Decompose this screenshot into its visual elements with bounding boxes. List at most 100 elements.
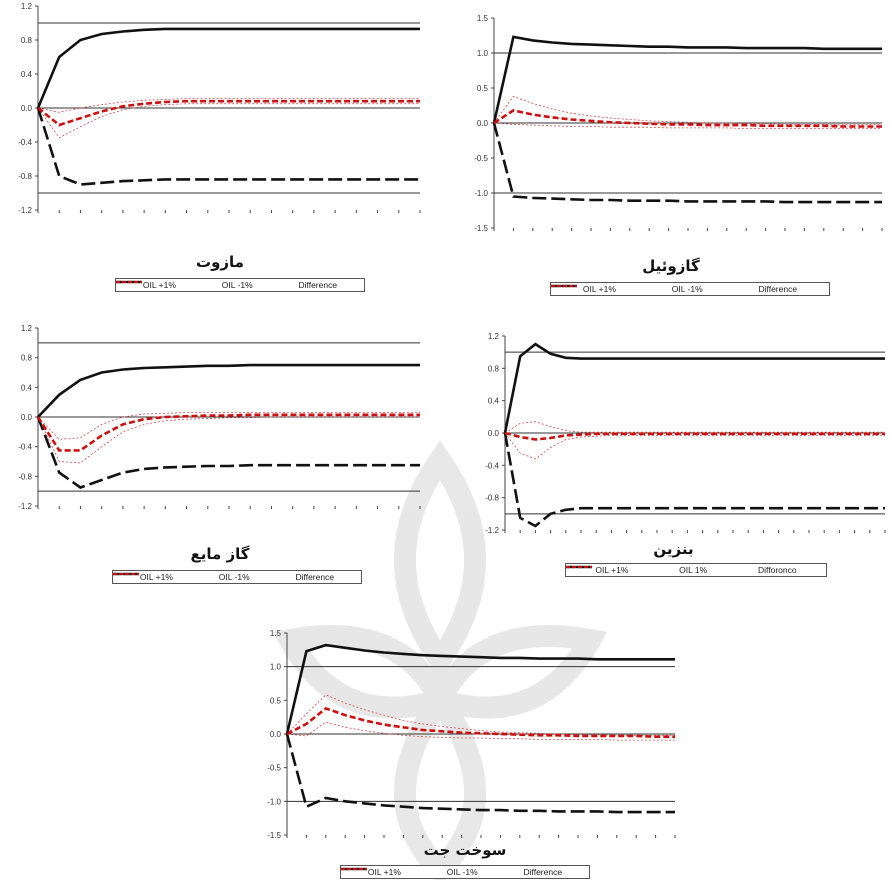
confidence-band-line bbox=[37, 412, 420, 440]
y-tick-label: -0.8 bbox=[485, 494, 499, 503]
y-tick-label: -1.0 bbox=[267, 797, 281, 806]
y-tick-label: -0.5 bbox=[267, 764, 281, 773]
legend-label: Difference bbox=[298, 280, 338, 290]
legend-label: OIL +1% bbox=[139, 572, 173, 582]
legend-item: OIL -1% bbox=[116, 280, 253, 290]
y-tick-label: -1.0 bbox=[474, 189, 488, 198]
confidence-band-line bbox=[286, 721, 675, 741]
legend-label: OIL -1% bbox=[671, 284, 703, 294]
y-tick-label: 1.2 bbox=[21, 2, 33, 11]
chart-svg: 1.2 0.8 0.4 0.0 -0.4 -0.8 -1.2 bbox=[485, 332, 886, 535]
y-tick-label: 0.5 bbox=[477, 84, 489, 93]
legend-item: OIL +1% bbox=[566, 565, 629, 575]
y-tick-label: 0.8 bbox=[21, 36, 33, 45]
legend-swatch bbox=[566, 565, 592, 569]
legend-label: OIL 1% bbox=[679, 565, 708, 575]
legend-item: Difference bbox=[341, 867, 562, 877]
chart-legend: OIL +1% OIL -1% Difference bbox=[115, 278, 365, 292]
chart-legend: OIL +1% OIL -1% Difference bbox=[112, 570, 362, 584]
y-tick-label: 1.2 bbox=[488, 332, 500, 341]
series-line-oil-1- bbox=[36, 107, 420, 186]
y-tick-label: 0.0 bbox=[477, 119, 489, 128]
y-tick-label: -1.5 bbox=[474, 224, 488, 233]
y-tick-label: 0.4 bbox=[488, 397, 500, 406]
series-line-oil-1- bbox=[285, 643, 675, 735]
y-tick-label: -1.2 bbox=[18, 502, 32, 511]
legend-swatch bbox=[551, 284, 577, 288]
y-tick-label: 0.4 bbox=[21, 70, 33, 79]
series-line-difference bbox=[36, 413, 420, 452]
chart-panel-mazut: 1.2 0.8 0.4 0.0 -0.4 -0.8 -1.2 مازوت OIL +1% OI… bbox=[0, 0, 440, 300]
chart-legend: OIL +1% OIL -1% Difference bbox=[550, 282, 830, 296]
legend-item: OIL +1% bbox=[113, 572, 173, 582]
y-tick-label: -0.8 bbox=[18, 172, 32, 181]
legend-label: Difference bbox=[295, 572, 335, 582]
legend-label: OIL -1% bbox=[221, 280, 253, 290]
series-line-oil-1- bbox=[285, 733, 675, 814]
legend-item: Difference bbox=[551, 284, 798, 294]
y-tick-label: 1.2 bbox=[21, 324, 33, 333]
y-tick-label: 0.4 bbox=[21, 383, 33, 392]
legend-label: Difference bbox=[758, 284, 798, 294]
y-tick-label: -0.4 bbox=[485, 461, 499, 470]
chart-title: گازوئیل bbox=[642, 257, 700, 275]
legend-label: OIL +1% bbox=[582, 284, 616, 294]
legend-swatch bbox=[116, 280, 142, 284]
y-tick-label: 1.0 bbox=[270, 663, 282, 672]
y-tick-label: -1.2 bbox=[18, 206, 32, 215]
y-tick-label: 0.0 bbox=[21, 104, 33, 113]
y-tick-label: -1.5 bbox=[267, 831, 281, 840]
legend-item: OIL +1% bbox=[116, 280, 176, 290]
y-tick-label: 0.8 bbox=[21, 354, 33, 363]
chart-panel-gasoil: 1.5 1.0 0.5 0.0 -0.5 -1.0 -1.5 گازوئیل OIL +1%… bbox=[450, 0, 892, 300]
y-tick-label: 0.0 bbox=[488, 429, 500, 438]
legend-swatch bbox=[341, 867, 367, 871]
confidence-band-line bbox=[37, 416, 420, 464]
y-tick-label: 0.0 bbox=[21, 413, 33, 422]
legend-label: OIL +1% bbox=[142, 280, 176, 290]
series-line-difference bbox=[286, 706, 675, 738]
legend-label: OIL +1% bbox=[595, 565, 629, 575]
series-line-oil-1- bbox=[503, 342, 885, 434]
series-line-oil-1- bbox=[492, 35, 882, 124]
chart-svg: 1.2 0.8 0.4 0.0 -0.4 -0.8 -1.2 bbox=[18, 2, 421, 215]
legend-swatch bbox=[113, 572, 139, 576]
series-line-difference bbox=[493, 109, 882, 128]
chart-legend: OIL +1% OIL 1% Difforonco bbox=[565, 563, 827, 577]
chart-panel-jet-fuel: 1.5 1.0 0.5 0.0 -0.5 -1.0 -1.5 سوخت جت OIL +1%… bbox=[245, 625, 685, 884]
legend-item: OIL +1% bbox=[551, 284, 616, 294]
legend-item: Difference bbox=[116, 280, 338, 290]
series-line-oil-1- bbox=[503, 432, 885, 528]
y-tick-label: -1.2 bbox=[485, 526, 499, 535]
legend-item: OIL +1% bbox=[341, 867, 401, 877]
y-tick-label: -0.8 bbox=[18, 472, 32, 481]
confidence-band-line bbox=[504, 432, 885, 460]
series-line-oil-1- bbox=[36, 27, 420, 109]
chart-svg: 1.2 0.8 0.4 0.0 -0.4 -0.8 -1.2 bbox=[18, 324, 421, 511]
y-tick-label: -0.5 bbox=[474, 154, 488, 163]
legend-item: OIL -1% bbox=[341, 867, 478, 877]
series-line-difference bbox=[504, 431, 885, 441]
confidence-band-line bbox=[504, 421, 885, 434]
series-line-oil-1- bbox=[36, 416, 420, 489]
legend-label: OIL -1% bbox=[218, 572, 250, 582]
legend-label: OIL +1% bbox=[367, 867, 401, 877]
series-line-oil-1- bbox=[492, 122, 882, 204]
y-tick-label: 0.8 bbox=[488, 364, 500, 373]
legend-item: Difference bbox=[113, 572, 335, 582]
confidence-band-line bbox=[37, 98, 420, 113]
chart-panel-lpg: 1.2 0.8 0.4 0.0 -0.4 -0.8 -1.2 گاز مایع OIL +1… bbox=[0, 320, 440, 590]
y-tick-label: 1.0 bbox=[477, 49, 489, 58]
legend-item: OIL -1% bbox=[113, 572, 250, 582]
chart-title: بنزین bbox=[653, 540, 694, 558]
chart-svg: 1.5 1.0 0.5 0.0 -0.5 -1.0 -1.5 bbox=[267, 629, 676, 840]
y-tick-label: -0.4 bbox=[18, 138, 32, 147]
legend-label: OIL -1% bbox=[446, 867, 478, 877]
chart-title: سوخت جت bbox=[423, 841, 507, 859]
y-tick-label: 1.5 bbox=[477, 14, 489, 23]
chart-svg: 1.5 1.0 0.5 0.0 -0.5 -1.0 -1.5 bbox=[474, 14, 883, 233]
legend-item: OIL 1% bbox=[566, 565, 708, 575]
confidence-band-line bbox=[493, 95, 882, 125]
legend-label: Difforonco bbox=[758, 565, 797, 575]
y-tick-label: -0.4 bbox=[18, 443, 32, 452]
